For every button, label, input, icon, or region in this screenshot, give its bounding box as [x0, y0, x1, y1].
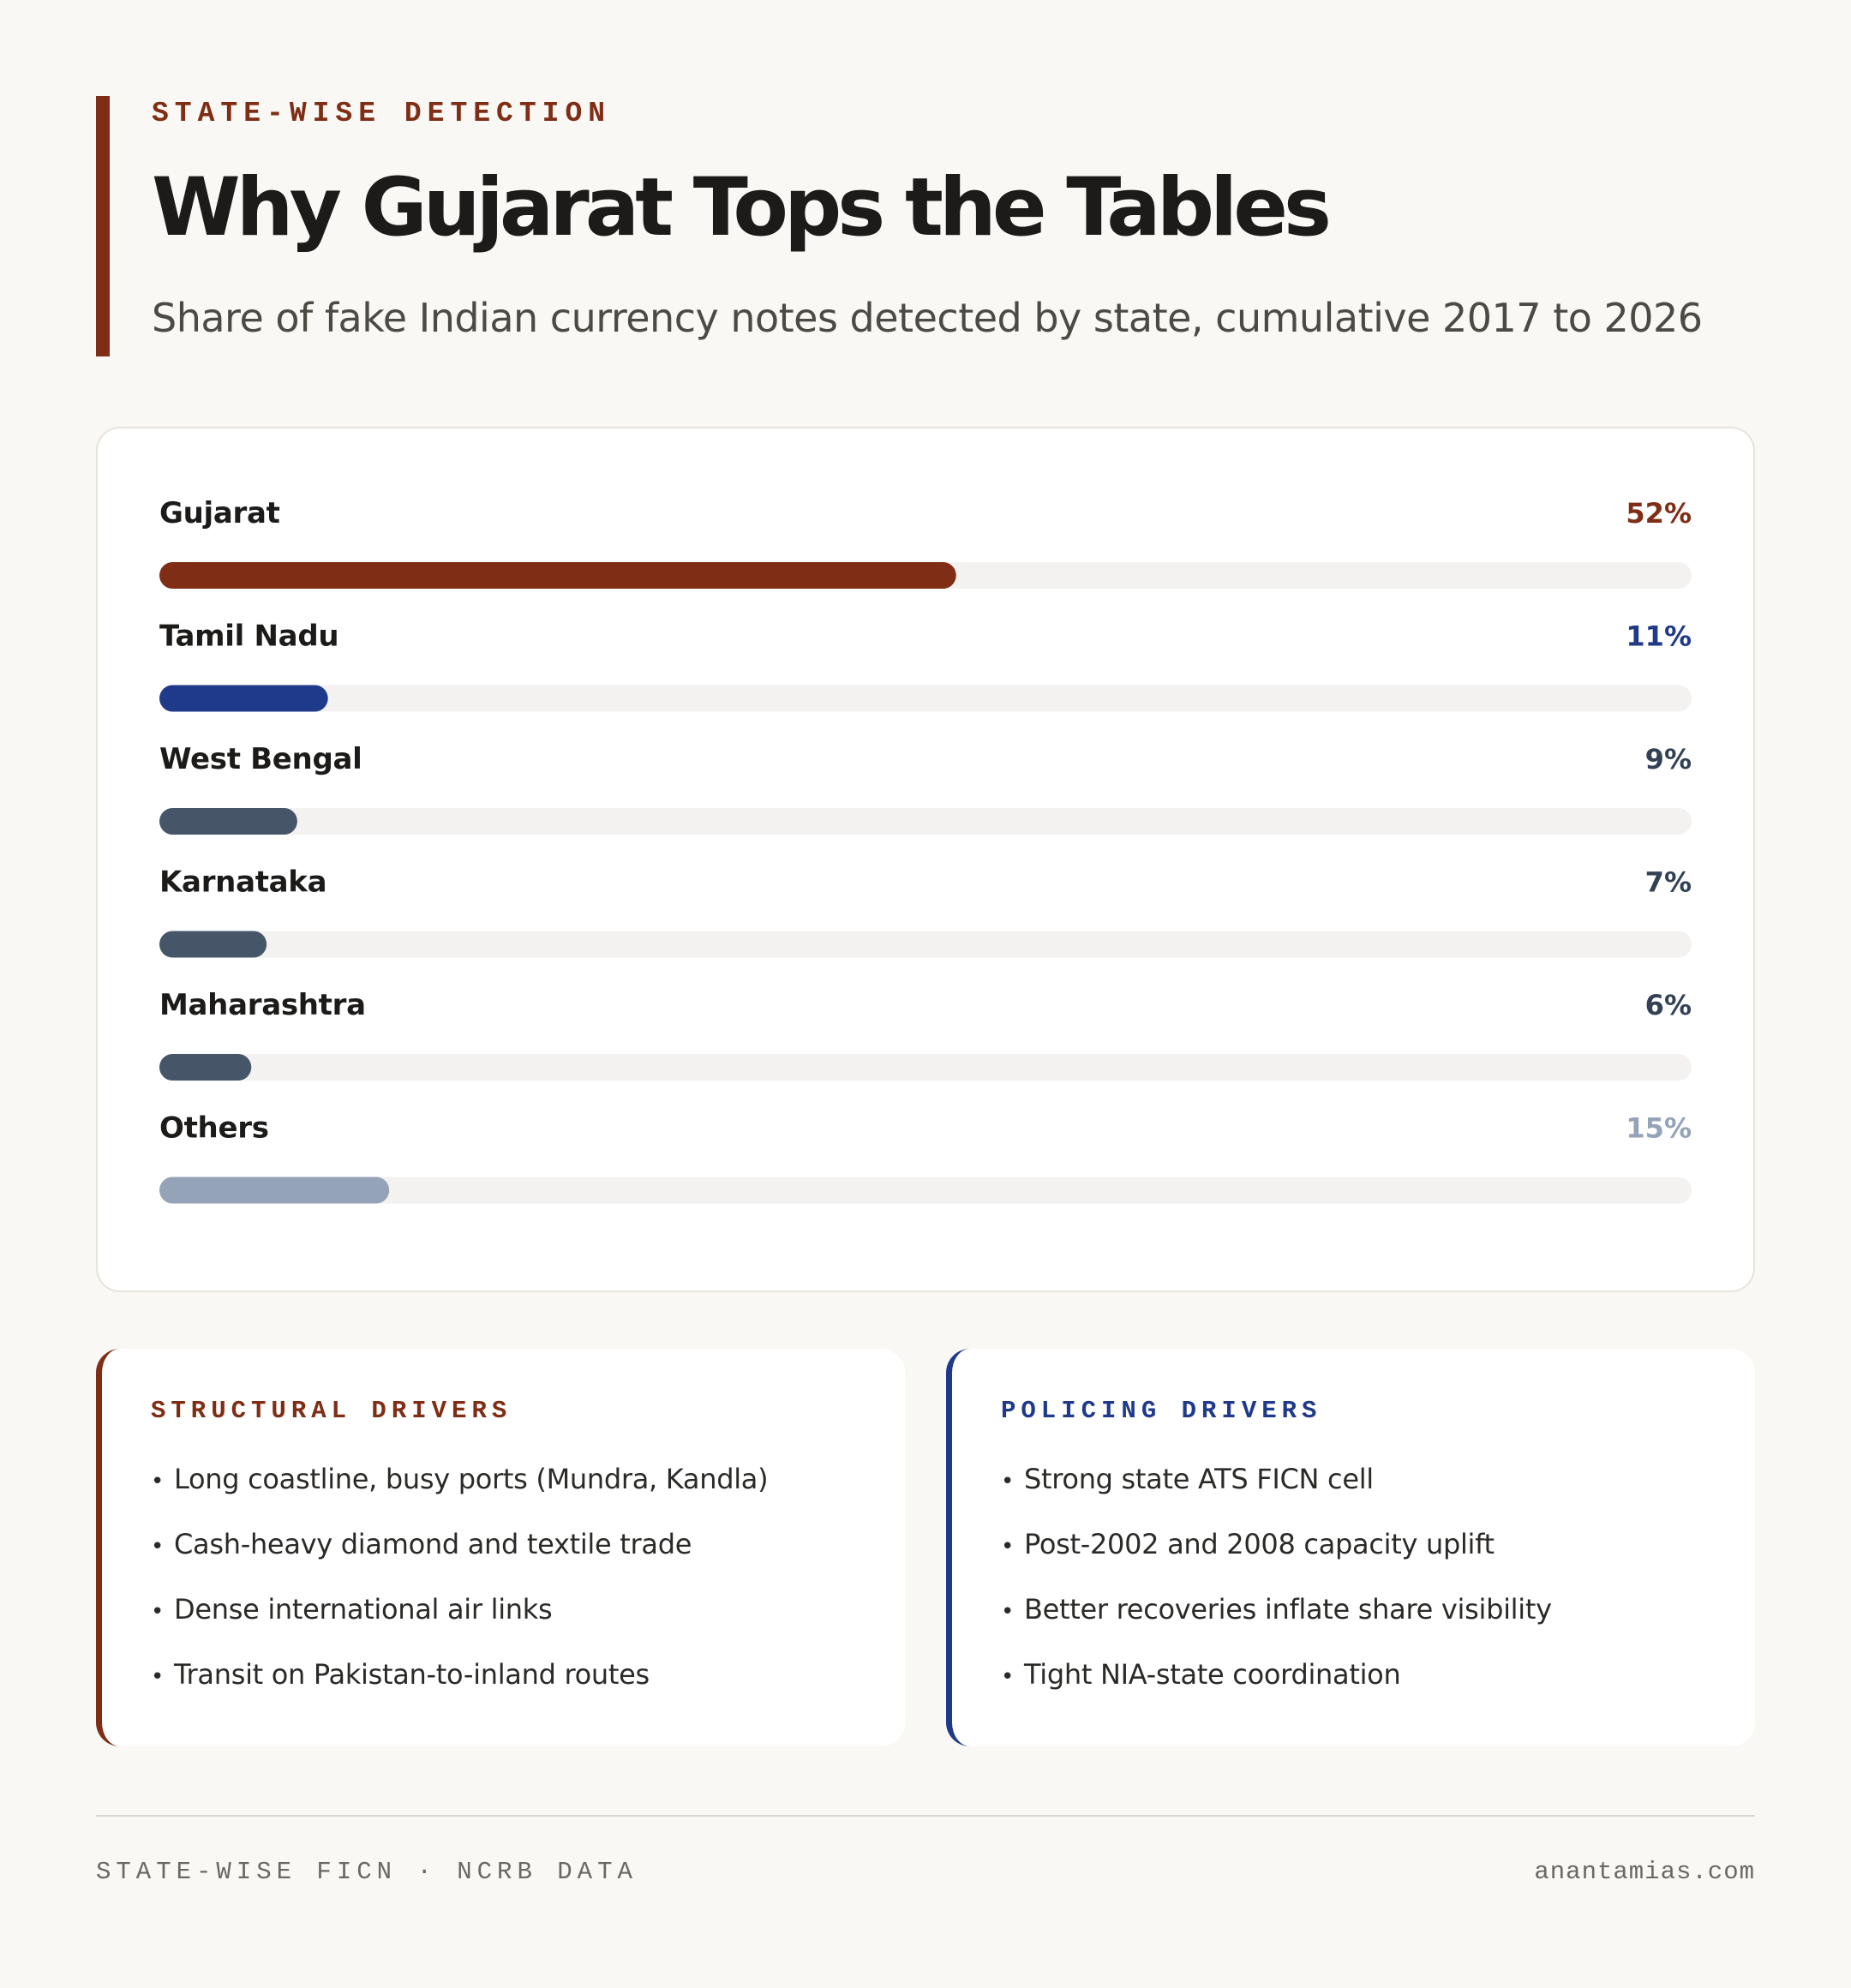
policing-drivers-list: • Strong state ATS FICN cell • Post-2002 a… — [1001, 1460, 1552, 1721]
list-item-text: Better recoveries inflate share visibili… — [1024, 1593, 1552, 1626]
bar-track-karnataka — [159, 931, 1692, 958]
eyebrow-label: STATE-WISE DETECTION — [152, 98, 612, 129]
list-item-text: Strong state ATS FICN cell — [1024, 1463, 1374, 1495]
value-label-west-bengal: 9% — [1645, 743, 1692, 775]
category-label-others: Others — [159, 1111, 269, 1146]
structural-drivers-list: • Long coastline, busy ports (Mundra, Kan… — [151, 1460, 769, 1721]
category-label-karnataka: Karnataka — [159, 865, 326, 900]
list-item: • Post-2002 and 2008 capacity uplift — [1001, 1525, 1552, 1590]
bullet-icon: • — [151, 1469, 165, 1494]
structural-drivers-title: STRUCTURAL DRIVERS — [151, 1397, 512, 1425]
list-item: • Better recoveries inflate share visibil… — [1001, 1590, 1552, 1656]
bullet-icon: • — [1001, 1664, 1015, 1690]
bar-tamil-nadu — [159, 685, 328, 712]
value-label-others: 15% — [1626, 1112, 1692, 1145]
category-label-maharashtra: Maharashtra — [159, 988, 366, 1022]
bar-others — [159, 1177, 390, 1204]
bullet-icon: • — [1001, 1469, 1015, 1494]
list-item-text: Cash-heavy diamond and textile trade — [174, 1528, 692, 1560]
bar-track-tamil-nadu — [159, 685, 1692, 712]
list-item-text: Dense international air links — [174, 1593, 553, 1626]
list-item-text: Post-2002 and 2008 capacity uplift — [1024, 1528, 1495, 1560]
bar-chart: Gujarat 52% Tamil Nadu 11% West Bengal 9% Karn… — [159, 496, 1692, 1204]
footer-source: STATE-WISE FICN · NCRB DATA — [96, 1858, 638, 1886]
bar-track-west-bengal — [159, 808, 1692, 835]
bullet-icon: • — [151, 1664, 165, 1690]
category-label-gujarat: Gujarat — [159, 496, 280, 530]
bar-track-others — [159, 1177, 1692, 1204]
chart-card: Gujarat 52% Tamil Nadu 11% West Bengal 9% Karn… — [96, 427, 1755, 1292]
list-item: • Strong state ATS FICN cell — [1001, 1460, 1552, 1525]
list-item-text: Tight NIA-state coordination — [1024, 1658, 1401, 1691]
bullet-icon: • — [1001, 1534, 1015, 1560]
page-subtitle: Share of fake Indian currency notes dete… — [152, 295, 1703, 341]
value-label-gujarat: 52% — [1626, 497, 1692, 530]
header: STATE-WISE DETECTION Why Gujarat Tops th… — [96, 96, 1758, 356]
policing-drivers-panel: POLICING DRIVERS • Strong state ATS FICN … — [946, 1349, 1755, 1746]
bar-west-bengal — [159, 808, 297, 835]
list-item: • Transit on Pakistan-to-inland routes — [151, 1656, 768, 1721]
bullet-icon: • — [151, 1534, 165, 1560]
list-item: • Cash-heavy diamond and textile trade — [151, 1525, 768, 1590]
bullet-icon: • — [151, 1599, 165, 1625]
bar-karnataka — [159, 931, 267, 958]
policing-drivers-title: POLICING DRIVERS — [1001, 1397, 1322, 1425]
list-item: • Dense international air links — [151, 1590, 768, 1656]
bar-gujarat — [159, 562, 956, 589]
category-label-tamil-nadu: Tamil Nadu — [159, 620, 338, 654]
page-title: Why Gujarat Tops the Tables — [152, 161, 1332, 254]
bar-maharashtra — [159, 1054, 252, 1081]
footer-website: anantamias.com — [1534, 1858, 1755, 1886]
value-label-maharashtra: 6% — [1645, 989, 1692, 1021]
list-item: • Tight NIA-state coordination — [1001, 1656, 1552, 1721]
value-label-tamil-nadu: 11% — [1626, 620, 1692, 653]
list-item-text: Transit on Pakistan-to-inland routes — [174, 1658, 650, 1691]
list-item-text: Long coastline, busy ports (Mundra, Kand… — [174, 1463, 769, 1495]
bar-track-maharashtra — [159, 1054, 1692, 1081]
list-item: • Long coastline, busy ports (Mundra, Kan… — [151, 1460, 769, 1525]
footer-divider — [96, 1815, 1755, 1817]
structural-drivers-panel: STRUCTURAL DRIVERS • Long coastline, busy… — [96, 1349, 905, 1746]
bullet-icon: • — [1001, 1599, 1015, 1625]
category-label-west-bengal: West Bengal — [159, 742, 362, 776]
value-label-karnataka: 7% — [1645, 866, 1692, 899]
